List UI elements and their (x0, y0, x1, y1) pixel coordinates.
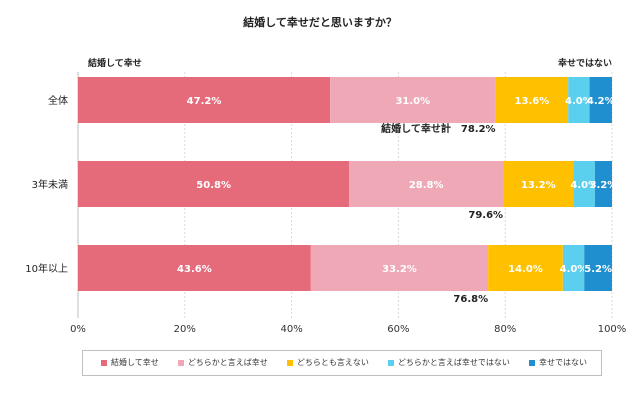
bar-segment (78, 161, 350, 207)
bar-segment (330, 77, 496, 123)
legend-label: どちらかと言えば幸せではない (397, 358, 510, 367)
bar-value-label: 4.0% (570, 180, 598, 191)
bar-value-label: 47.2% (187, 96, 222, 107)
bar-value-label: 3.2% (590, 180, 618, 191)
bar-value-label: 31.0% (395, 96, 430, 107)
bar-segment (568, 77, 590, 123)
bar-segment (310, 245, 489, 291)
x-tick-label: 0% (70, 324, 86, 335)
legend-label: どちらかと言えば幸せ (187, 358, 268, 367)
legend-item: どちらかと言えば幸せではない (387, 358, 510, 368)
bar-segment (584, 245, 612, 291)
bar-segment (495, 77, 569, 123)
legend-swatch (177, 360, 184, 366)
side-label-left: 結婚して幸せ (88, 59, 142, 69)
legend-swatch (101, 360, 107, 366)
chart-title: 結婚して幸せだと思いますか？ (243, 16, 397, 29)
legend: 結婚して幸せ どちらかと言えば幸せ どちらとも言えない どちらかと言えば幸せでは… (82, 350, 602, 376)
bar-segment (488, 245, 563, 291)
x-tick-label: 20% (174, 324, 196, 335)
legend-label: どちらとも言えない (296, 358, 369, 367)
legend-item: どちらかと言えば幸せ (177, 358, 268, 368)
x-tick-label: 40% (280, 324, 302, 335)
x-tick-label: 80% (494, 324, 516, 335)
legend-item: 結婚して幸せ (101, 358, 159, 368)
bar-segment (562, 245, 585, 291)
legend-item: どちらとも言えない (286, 358, 369, 368)
combined-total-label: 76.8% (453, 294, 488, 305)
y-category-label: 10年以上 (25, 262, 68, 275)
bar-value-label: 14.0% (508, 264, 543, 275)
bar-value-label: 28.8% (409, 180, 444, 191)
bar-value-label: 43.6% (177, 264, 212, 275)
legend-swatch (528, 360, 535, 366)
bar-segment (78, 245, 311, 291)
bar-value-label: 5.2% (584, 264, 612, 275)
combined-total-label: 79.6% (468, 210, 503, 221)
bar-value-label: 4.0% (560, 264, 588, 275)
legend-label: 結婚して幸せ (111, 358, 159, 367)
y-category-label: 全体 (48, 94, 68, 107)
bar-value-label: 4.0% (565, 96, 593, 107)
y-category-label: 3年未満 (32, 178, 68, 191)
bar-value-label: 13.2% (521, 180, 556, 191)
bar-value-label: 13.6% (515, 96, 550, 107)
legend-item: 幸せではない (528, 358, 587, 368)
legend-items: 結婚して幸せ どちらかと言えば幸せ どちらとも言えない どちらかと言えば幸せでは… (101, 358, 587, 368)
legend-swatch (286, 360, 293, 366)
bar-segment (573, 161, 595, 207)
legend-swatch (387, 360, 394, 366)
bar-segment (594, 161, 612, 207)
side-label-right: 幸せではない (557, 59, 612, 69)
bar-segment (503, 161, 574, 207)
x-tick-label: 100% (598, 324, 627, 335)
combined-total-label: 結婚して幸せ計 78.2% (381, 122, 495, 135)
bar-segment (78, 77, 331, 123)
bar-value-label: 50.8% (196, 180, 231, 191)
bar-value-label: 4.2% (587, 96, 615, 107)
x-tick-label: 60% (387, 324, 409, 335)
bar-value-label: 33.2% (382, 264, 417, 275)
legend-label: 幸せではない (538, 358, 587, 367)
bar-segment (349, 161, 504, 207)
bar-segment (589, 77, 612, 123)
